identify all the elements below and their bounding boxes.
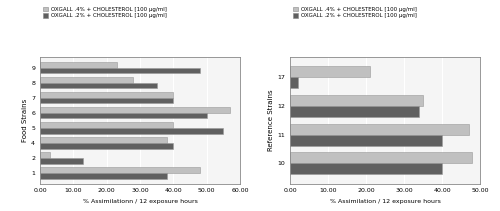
- Bar: [40, 77, 134, 83]
- Bar: [40, 62, 117, 68]
- Legend: OXGALL .4% + CHOLESTEROL [100 μg/ml], OXGALL .2% + CHOLESTEROL [100 μg/ml]: OXGALL .4% + CHOLESTEROL [100 μg/ml], OX…: [293, 7, 416, 18]
- Bar: [40, 113, 206, 118]
- Bar: [40, 107, 230, 113]
- Bar: [40, 158, 84, 164]
- Bar: [40, 137, 166, 143]
- Bar: [40, 143, 173, 149]
- Y-axis label: Reference Strains: Reference Strains: [268, 89, 274, 151]
- Bar: [40, 83, 156, 88]
- Bar: [290, 153, 472, 164]
- Bar: [40, 152, 50, 158]
- Bar: [290, 164, 442, 174]
- Bar: [290, 135, 442, 146]
- Bar: [40, 68, 200, 73]
- Bar: [40, 98, 173, 103]
- X-axis label: % Assimilation / 12 exposure hours: % Assimilation / 12 exposure hours: [330, 199, 440, 204]
- Legend: OXGALL .4% + CHOLESTEROL [100 μg/ml], OXGALL .2% + CHOLESTEROL [100 μg/ml]: OXGALL .4% + CHOLESTEROL [100 μg/ml], OX…: [43, 7, 166, 18]
- Y-axis label: Food Strains: Food Strains: [22, 99, 28, 142]
- Bar: [40, 167, 200, 173]
- X-axis label: % Assimilationn / 12 exposure hours: % Assimilationn / 12 exposure hours: [82, 199, 198, 204]
- Bar: [290, 66, 370, 77]
- Bar: [40, 122, 173, 128]
- Bar: [290, 124, 469, 135]
- Bar: [290, 106, 419, 117]
- Bar: [40, 128, 224, 134]
- Bar: [40, 92, 173, 98]
- Bar: [290, 77, 298, 88]
- Bar: [290, 95, 423, 106]
- Bar: [40, 173, 166, 179]
